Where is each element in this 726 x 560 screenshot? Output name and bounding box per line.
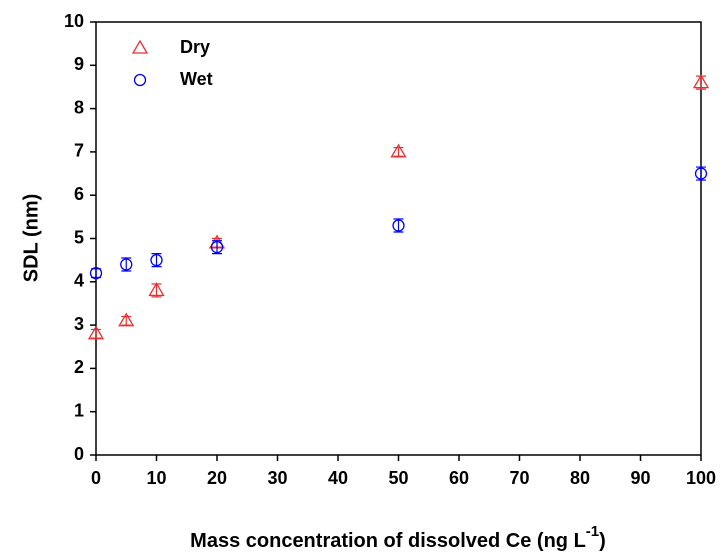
y-tick-label: 0 [74, 444, 84, 464]
y-tick-label: 3 [74, 314, 84, 334]
y-tick-label: 1 [74, 400, 84, 420]
error-bar [393, 146, 404, 157]
error-bar [696, 166, 706, 181]
error-bar [91, 328, 101, 339]
legend-label: Dry [180, 37, 210, 57]
circle-marker [694, 167, 708, 180]
y-tick-label: 9 [74, 54, 84, 74]
x-axis-label: Mass concentration of dissolved Ce (ng L… [190, 523, 606, 552]
x-tick-label: 30 [267, 468, 287, 488]
circle-marker [89, 266, 103, 280]
triangle-marker [87, 325, 105, 340]
error-bar [393, 218, 404, 233]
x-tick-label: 40 [328, 468, 348, 488]
x-axis-label-text: Mass concentration of dissolved Ce (ng L [190, 530, 586, 552]
x-tick-label: 0 [91, 468, 101, 488]
y-tick-label: 6 [74, 184, 84, 204]
error-bar [151, 253, 162, 268]
y-axis-label: SDL (nm) [20, 194, 42, 283]
y-tick-label: 4 [74, 271, 84, 291]
x-tick-label: 50 [388, 468, 408, 488]
circle-marker [210, 241, 224, 254]
x-tick-label: 10 [146, 468, 166, 488]
x-tick-label: 90 [630, 468, 650, 488]
y-tick-label: 10 [64, 11, 84, 31]
x-axis-label-suffix: ) [599, 530, 606, 552]
x-tick-label: 60 [449, 468, 469, 488]
error-bar [91, 268, 101, 279]
y-tick-label: 2 [74, 357, 84, 377]
x-tick-label: 70 [509, 468, 529, 488]
circle-marker [392, 219, 405, 232]
triangle-marker [118, 312, 135, 327]
triangle-marker [148, 282, 165, 297]
triangle-marker [390, 143, 407, 158]
triangle-marker [692, 74, 710, 89]
x-tick-label: 80 [570, 468, 590, 488]
error-bar [121, 257, 132, 272]
y-tick-label: 5 [74, 227, 84, 247]
x-tick-label: 20 [207, 468, 227, 488]
circle-marker [150, 253, 163, 267]
x-tick-label: 100 [686, 468, 716, 488]
error-bar [212, 240, 222, 255]
circle-marker [120, 258, 133, 271]
y-tick-label: 7 [74, 141, 84, 161]
x-axis-label-sup: -1 [586, 523, 599, 540]
legend-label: Wet [180, 69, 213, 89]
legend-marker [131, 39, 149, 54]
error-bar [121, 315, 132, 326]
y-tick-label: 8 [74, 97, 84, 117]
legend-marker [133, 73, 147, 87]
